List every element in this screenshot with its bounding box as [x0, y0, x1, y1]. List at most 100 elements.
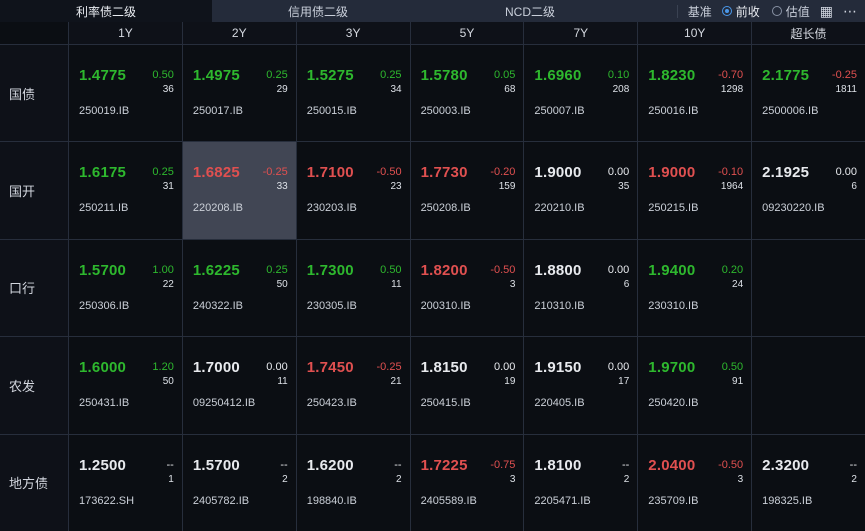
bond-code: 2405782.IB [192, 494, 250, 507]
trade-count: 1811 [835, 84, 857, 95]
quote-cell[interactable]: 1.6000 1.20 50 250431.IB [69, 337, 182, 434]
quote-cell[interactable]: 1.7225 -0.75 3 2405589.IB [410, 434, 524, 531]
quote-cell[interactable] [752, 239, 865, 337]
bond-code: 250007.IB [534, 105, 585, 117]
trade-count: 21 [390, 376, 402, 388]
yield-value: 1.4975 [192, 67, 240, 84]
change-value: -0.50 [490, 263, 516, 276]
radio-估值[interactable]: 估值 [771, 3, 810, 20]
trade-count: 11 [277, 376, 288, 388]
yield-value: 1.9000 [648, 164, 696, 182]
row-label-口行: 口行 [0, 239, 68, 337]
benchmark-label: 基准 [687, 4, 712, 19]
row-label-农发: 农发 [0, 337, 68, 434]
tab-信用债二级[interactable]: 信用债二级 [287, 4, 348, 19]
change-value: 0.25 [380, 69, 402, 81]
quote-cell[interactable]: 1.2500 -- 1 173622.SH [69, 434, 182, 531]
bond-code: 250415.IB [420, 397, 471, 410]
trade-count: 33 [276, 181, 288, 193]
column-header-10Y: 10Y [638, 22, 752, 44]
quote-cell[interactable]: 1.7730 -0.20 159 250208.IB [410, 142, 524, 239]
yield-value: 1.8230 [648, 67, 696, 84]
change-value: 0.00 [266, 361, 288, 374]
topbar-right: 基准 前收 估值 ▦ ⋯ [676, 0, 865, 22]
trade-count: 23 [390, 181, 402, 193]
quote-cell[interactable]: 1.7100 -0.50 23 230203.IB [296, 142, 410, 239]
change-value: 0.10 [607, 69, 630, 81]
quote-cell[interactable] [752, 337, 865, 434]
radio-dot-icon [721, 6, 732, 16]
quote-cell[interactable]: 1.5780 0.05 68 250003.IB [410, 45, 524, 142]
layout-grid-icon[interactable]: ▦ [819, 3, 833, 19]
bond-code: 09230220.IB [762, 202, 825, 215]
quote-cell[interactable]: 1.8230 -0.70 1298 250016.IB [638, 45, 752, 142]
change-value: -0.70 [718, 69, 744, 81]
radio-前收[interactable]: 前收 [721, 3, 760, 20]
quote-cell[interactable]: 1.8800 0.00 6 210310.IB [524, 239, 638, 337]
bond-code: 250423.IB [306, 397, 357, 410]
quote-cell[interactable]: 1.5275 0.25 34 250015.IB [296, 45, 410, 142]
tab-NCD二级[interactable]: NCD二级 [505, 4, 555, 19]
change-value: 0.25 [266, 69, 288, 81]
change-value: -0.25 [262, 166, 288, 179]
bond-code: 250016.IB [648, 105, 699, 117]
quote-cell[interactable]: 1.6825 -0.25 33 220208.IB [182, 142, 296, 239]
quote-cell[interactable]: 1.4975 0.25 29 250017.IB [182, 45, 296, 142]
trade-count: 22 [162, 278, 174, 290]
bond-code: 250017.IB [192, 105, 243, 117]
quote-cell[interactable]: 2.1925 0.00 6 09230220.IB [752, 142, 865, 239]
quote-cell[interactable]: 1.5700 1.00 22 250306.IB [69, 239, 182, 337]
trade-count: 19 [504, 376, 516, 388]
quote-cell[interactable]: 1.8100 -- 2 2205471.IB [524, 434, 638, 531]
quote-cell[interactable]: 2.1775 -0.25 1811 2500006.IB [752, 45, 865, 142]
change-value: 1.00 [152, 263, 174, 276]
trade-count: 2 [623, 473, 630, 485]
yield-value: 1.5275 [306, 67, 354, 84]
trade-count: 35 [618, 181, 630, 193]
quote-cell[interactable]: 1.6225 0.25 50 240322.IB [182, 239, 296, 337]
quote-cell[interactable]: 1.6960 0.10 208 250007.IB [524, 45, 638, 142]
trade-count: 2 [851, 473, 857, 485]
quote-cell[interactable]: 1.9000 0.00 35 220210.IB [524, 142, 638, 239]
yield-value: 1.8100 [534, 456, 582, 474]
trade-count: 17 [618, 376, 630, 388]
quote-cell[interactable]: 1.7450 -0.25 21 250423.IB [296, 337, 410, 434]
more-options-icon[interactable]: ⋯ [843, 3, 857, 19]
trade-count: 1964 [720, 181, 744, 193]
quote-cell[interactable]: 1.9150 0.00 17 220405.IB [524, 337, 638, 434]
trade-count: 1 [168, 473, 174, 485]
quote-cell[interactable]: 1.7300 0.50 11 230305.IB [296, 239, 410, 337]
yield-value: 1.6225 [192, 261, 240, 279]
quote-cell[interactable]: 1.6200 -- 2 198840.IB [296, 434, 410, 531]
quote-cell[interactable]: 1.9400 0.20 24 230310.IB [638, 239, 752, 337]
trade-count: 159 [498, 181, 516, 193]
quote-cell[interactable]: 1.6175 0.25 31 250211.IB [69, 142, 182, 239]
change-value: 0.50 [721, 361, 744, 374]
quote-cell[interactable]: 1.7000 0.00 11 09250412.IB [182, 337, 296, 434]
quote-cell[interactable]: 1.9700 0.50 91 250420.IB [638, 337, 752, 434]
grid-corner [0, 22, 68, 44]
quote-cell[interactable]: 1.8200 -0.50 3 200310.IB [410, 239, 524, 337]
yield-value: 1.5780 [420, 67, 468, 84]
quote-cell[interactable]: 2.0400 -0.50 3 235709.IB [638, 434, 752, 531]
quote-cell[interactable]: 1.9000 -0.10 1964 250215.IB [638, 142, 752, 239]
bond-code: 250306.IB [79, 299, 130, 312]
bond-code: 210310.IB [534, 299, 585, 312]
yield-value: 1.6000 [79, 359, 127, 377]
tab-利率债二级[interactable]: 利率债二级 [0, 0, 212, 22]
change-value: -- [621, 458, 630, 471]
yield-value: 1.6825 [192, 164, 240, 182]
change-value: -0.25 [831, 69, 857, 81]
quote-cell[interactable]: 1.8150 0.00 19 250415.IB [410, 337, 524, 434]
column-header-3Y: 3Y [296, 22, 410, 44]
quote-cell[interactable]: 1.4775 0.50 36 250019.IB [69, 45, 182, 142]
bond-code: 240322.IB [192, 299, 243, 312]
yield-value: 1.6200 [306, 456, 354, 474]
bond-code: 2205471.IB [534, 494, 591, 507]
column-header-7Y: 7Y [524, 22, 638, 44]
change-value: 0.50 [380, 263, 402, 276]
quote-cell[interactable]: 2.3200 -- 2 198325.IB [752, 434, 865, 531]
quote-cell[interactable]: 1.5700 -- 2 2405782.IB [182, 434, 296, 531]
yield-value: 1.8200 [420, 261, 468, 279]
yield-value: 1.7225 [420, 456, 468, 474]
